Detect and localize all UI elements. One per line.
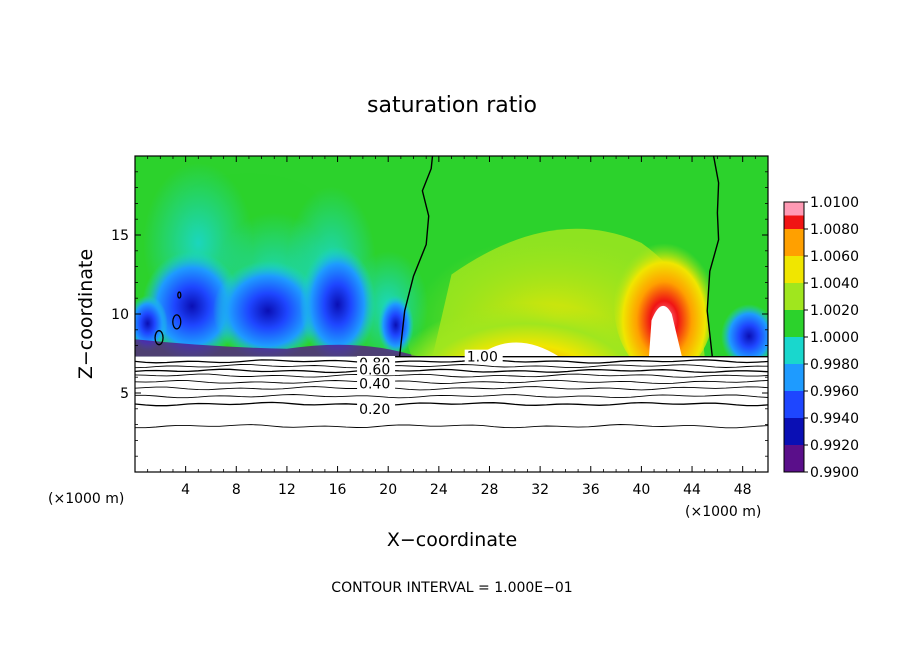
contour-interval-note: CONTOUR INTERVAL = 1.000E−01 — [331, 580, 572, 596]
chart-title: saturation ratio — [367, 93, 537, 118]
field-right-blue — [721, 304, 768, 369]
x-tick-label: 40 — [632, 482, 650, 498]
contour-label: 1.00 — [467, 350, 498, 366]
contour-layer-line — [135, 373, 768, 378]
contour-unity-island — [177, 291, 182, 299]
colorbar-swatch — [784, 391, 804, 418]
contour-layer-line — [135, 401, 768, 407]
contour-unity-island — [154, 330, 164, 346]
x-axis-label: X−coordinate — [387, 529, 517, 551]
x-tick-label: 8 — [232, 482, 241, 498]
field-blue-region — [299, 246, 376, 363]
contour-unity-left — [398, 156, 434, 357]
colorbar-swatch-top — [784, 202, 804, 216]
field-below-base — [135, 356, 768, 472]
colorbar-label: 1.0060 — [810, 249, 859, 265]
contour-layer-line — [135, 424, 768, 429]
x-axis-ticks: 4 8 12 16 20 24 28 32 36 40 44 48 — [147, 156, 756, 498]
colorbar-label: 1.0080 — [810, 222, 859, 238]
colorbar-swatch — [784, 229, 804, 256]
field-blue-region — [141, 251, 242, 362]
y-tick-label: 15 — [111, 228, 129, 244]
x-tick-label: 44 — [683, 482, 701, 498]
x-tick-label: 48 — [734, 482, 752, 498]
x-tick-label: 24 — [430, 482, 448, 498]
colorbar-label: 1.0100 — [810, 195, 859, 211]
contour-label: 0.20 — [359, 402, 390, 418]
contour-layer-line — [135, 386, 768, 391]
contour-layer-line — [135, 359, 768, 364]
contour-label: 0.40 — [359, 377, 390, 393]
contour-layer-line — [135, 379, 768, 385]
field-max-cap-right — [648, 305, 682, 357]
colorbar-label: 0.9920 — [810, 438, 859, 454]
y-tick-label: 5 — [120, 386, 129, 402]
colorbar-swatch — [784, 283, 804, 310]
x-unit-right: (×1000 m) — [685, 504, 761, 520]
field-blue-region — [135, 295, 168, 352]
field-blue-region — [212, 260, 323, 361]
saturation-field — [135, 156, 768, 472]
colorbar-swatch — [784, 337, 804, 364]
contour-layer-line — [135, 368, 768, 374]
colorbar-label: 1.0020 — [810, 303, 859, 319]
x-tick-label: 12 — [278, 482, 296, 498]
colorbar-swatch — [784, 310, 804, 337]
colorbar-label: 1.0040 — [810, 276, 859, 292]
colorbar-swatch — [784, 364, 804, 391]
colorbar-swatch — [784, 445, 804, 472]
colorbar-label: 0.9980 — [810, 357, 859, 373]
y-axis-ticks: 5 10 15 — [111, 171, 768, 457]
contour-unity-island — [172, 314, 182, 330]
colorbar-label: 0.9900 — [810, 465, 859, 481]
contour-label: 0.60 — [359, 362, 390, 378]
y-tick-label: 10 — [111, 307, 129, 323]
x-tick-label: 4 — [181, 482, 190, 498]
contour-label-bg — [357, 362, 396, 376]
x-unit-left: (×1000 m) — [48, 491, 124, 507]
contour-layer-line — [135, 394, 768, 399]
x-tick-label: 36 — [582, 482, 600, 498]
colorbar-label: 1.0000 — [810, 330, 859, 346]
colorbar-label: 0.9960 — [810, 384, 859, 400]
y-axis-label: Z−coordinate — [75, 249, 97, 379]
contour-layer-line — [135, 364, 768, 369]
contour-label-bg — [357, 376, 396, 390]
colorbar-swatch — [784, 256, 804, 283]
contour-unity-right — [706, 156, 720, 357]
field-purple-edge — [135, 339, 420, 357]
colorbar-label: 0.9940 — [810, 411, 859, 427]
contour-label-bg — [357, 401, 396, 415]
x-tick-label: 28 — [481, 482, 499, 498]
contour-lines — [135, 156, 768, 429]
colorbar-swatch — [784, 418, 804, 445]
x-tick-label: 20 — [379, 482, 397, 498]
x-tick-label: 16 — [329, 482, 347, 498]
contour-labels: 1.000.800.600.400.20 — [357, 349, 503, 418]
colorbar: 0.9900 0.9920 0.9940 0.9960 0.9980 1.0000 1.00… — [783, 195, 859, 481]
contour-label-bg — [464, 349, 503, 363]
x-tick-label: 32 — [531, 482, 549, 498]
